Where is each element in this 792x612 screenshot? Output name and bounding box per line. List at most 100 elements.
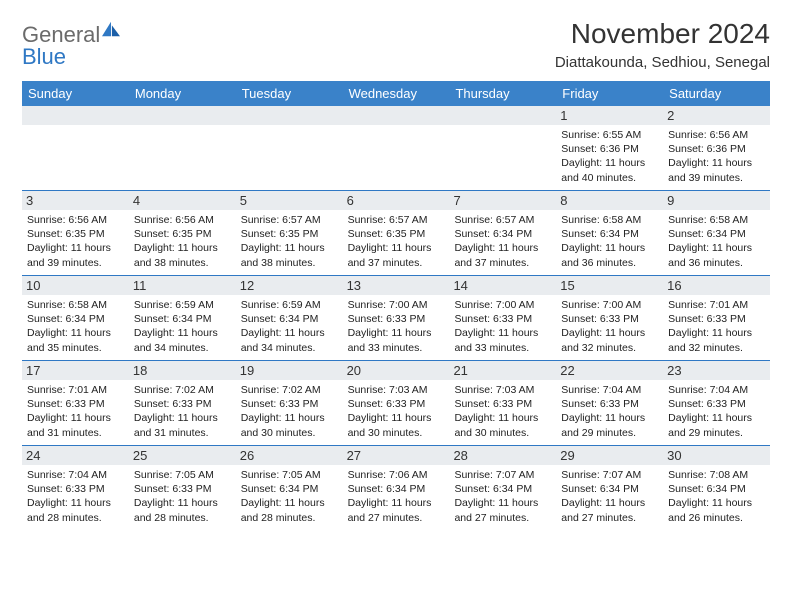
daylight-line: Daylight: 11 hours and 38 minutes.: [241, 241, 338, 269]
daylight-line: Daylight: 11 hours and 39 minutes.: [27, 241, 124, 269]
day-info: Sunrise: 6:58 AMSunset: 6:34 PMDaylight:…: [561, 213, 658, 270]
calendar-page: GeneralBlue November 2024 Diattakounda, …: [0, 0, 792, 530]
sunset-line: Sunset: 6:33 PM: [668, 397, 765, 411]
sunset-line: Sunset: 6:33 PM: [27, 397, 124, 411]
day-info: Sunrise: 6:57 AMSunset: 6:35 PMDaylight:…: [348, 213, 445, 270]
day-cell: 3Sunrise: 6:56 AMSunset: 6:35 PMDaylight…: [22, 191, 129, 275]
day-cell: 5Sunrise: 6:57 AMSunset: 6:35 PMDaylight…: [236, 191, 343, 275]
date-number: 28: [449, 446, 556, 465]
day-info: Sunrise: 7:04 AMSunset: 6:33 PMDaylight:…: [27, 468, 124, 525]
day-info: Sunrise: 7:04 AMSunset: 6:33 PMDaylight:…: [668, 383, 765, 440]
day-header: Wednesday: [343, 81, 450, 106]
date-number: 23: [663, 361, 770, 380]
daylight-line: Daylight: 11 hours and 33 minutes.: [348, 326, 445, 354]
day-cell: 23 Sunrise: 7:04 AMSunset: 6:33 PMDayligh…: [663, 361, 770, 445]
sunrise-line: Sunrise: 6:58 AM: [27, 298, 124, 312]
sunrise-line: Sunrise: 7:03 AM: [348, 383, 445, 397]
date-number: 10: [22, 276, 129, 295]
date-number: 11: [129, 276, 236, 295]
location: Diattakounda, Sedhiou, Senegal: [555, 54, 770, 71]
sunrise-line: Sunrise: 7:04 AM: [27, 468, 124, 482]
sunset-line: Sunset: 6:33 PM: [348, 312, 445, 326]
day-info: Sunrise: 6:56 AMSunset: 6:36 PMDaylight:…: [668, 128, 765, 185]
sunrise-line: Sunrise: 6:58 AM: [561, 213, 658, 227]
date-number: 6: [343, 191, 450, 210]
sunrise-line: Sunrise: 7:00 AM: [561, 298, 658, 312]
day-header: Saturday: [663, 81, 770, 106]
sunrise-line: Sunrise: 7:04 AM: [561, 383, 658, 397]
date-number: 27: [343, 446, 450, 465]
day-header: Friday: [556, 81, 663, 106]
sunset-line: Sunset: 6:33 PM: [241, 397, 338, 411]
day-info: Sunrise: 6:59 AMSunset: 6:34 PMDaylight:…: [134, 298, 231, 355]
day-cell: 28 Sunrise: 7:07 AMSunset: 6:34 PMDayligh…: [449, 446, 556, 530]
sunrise-line: Sunrise: 6:56 AM: [134, 213, 231, 227]
week-row: 1Sunrise: 6:55 AMSunset: 6:36 PMDaylight…: [22, 106, 770, 190]
header: GeneralBlue November 2024 Diattakounda, …: [22, 18, 770, 71]
day-cell: 30Sunrise: 7:08 AMSunset: 6:34 PMDayligh…: [663, 446, 770, 530]
sunset-line: Sunset: 6:35 PM: [241, 227, 338, 241]
daylight-line: Daylight: 11 hours and 27 minutes.: [561, 496, 658, 524]
day-info: Sunrise: 7:05 AMSunset: 6:34 PMDaylight:…: [241, 468, 338, 525]
day-cell: 1Sunrise: 6:55 AMSunset: 6:36 PMDaylight…: [556, 106, 663, 190]
date-number: 19: [236, 361, 343, 380]
sunset-line: Sunset: 6:33 PM: [668, 312, 765, 326]
sunset-line: Sunset: 6:33 PM: [454, 397, 551, 411]
date-number: 16: [663, 276, 770, 295]
sunrise-line: Sunrise: 6:59 AM: [241, 298, 338, 312]
daylight-line: Daylight: 11 hours and 38 minutes.: [134, 241, 231, 269]
daylight-line: Daylight: 11 hours and 29 minutes.: [561, 411, 658, 439]
sunset-line: Sunset: 6:33 PM: [134, 397, 231, 411]
day-header: Monday: [129, 81, 236, 106]
sunset-line: Sunset: 6:35 PM: [348, 227, 445, 241]
sail-icon: [100, 20, 122, 38]
date-number: 21: [449, 361, 556, 380]
sunrise-line: Sunrise: 6:57 AM: [454, 213, 551, 227]
date-number: 29: [556, 446, 663, 465]
daylight-line: Daylight: 11 hours and 30 minutes.: [241, 411, 338, 439]
daylight-line: Daylight: 11 hours and 36 minutes.: [561, 241, 658, 269]
empty-date-bar: [236, 106, 343, 125]
day-cell: 20Sunrise: 7:03 AMSunset: 6:33 PMDayligh…: [343, 361, 450, 445]
day-info: Sunrise: 7:00 AMSunset: 6:33 PMDaylight:…: [454, 298, 551, 355]
day-cell: 12Sunrise: 6:59 AMSunset: 6:34 PMDayligh…: [236, 276, 343, 360]
day-cell: 15Sunrise: 7:00 AMSunset: 6:33 PMDayligh…: [556, 276, 663, 360]
sunset-line: Sunset: 6:33 PM: [134, 482, 231, 496]
sunset-line: Sunset: 6:33 PM: [561, 397, 658, 411]
week-row: 17Sunrise: 7:01 AMSunset: 6:33 PMDayligh…: [22, 360, 770, 445]
sunset-line: Sunset: 6:33 PM: [454, 312, 551, 326]
day-info: Sunrise: 7:04 AMSunset: 6:33 PMDaylight:…: [561, 383, 658, 440]
date-number: 22: [556, 361, 663, 380]
date-number: 14: [449, 276, 556, 295]
daylight-line: Daylight: 11 hours and 35 minutes.: [27, 326, 124, 354]
day-cell: 9Sunrise: 6:58 AMSunset: 6:34 PMDaylight…: [663, 191, 770, 275]
sunrise-line: Sunrise: 7:06 AM: [348, 468, 445, 482]
week-row: 24Sunrise: 7:04 AMSunset: 6:33 PMDayligh…: [22, 445, 770, 530]
daylight-line: Daylight: 11 hours and 31 minutes.: [27, 411, 124, 439]
day-cell: 11 Sunrise: 6:59 AMSunset: 6:34 PMDayligh…: [129, 276, 236, 360]
sunrise-line: Sunrise: 7:08 AM: [668, 468, 765, 482]
day-cell: 18Sunrise: 7:02 AMSunset: 6:33 PMDayligh…: [129, 361, 236, 445]
day-header: Thursday: [449, 81, 556, 106]
sunset-line: Sunset: 6:35 PM: [27, 227, 124, 241]
daylight-line: Daylight: 11 hours and 28 minutes.: [134, 496, 231, 524]
sunrise-line: Sunrise: 6:56 AM: [27, 213, 124, 227]
sunrise-line: Sunrise: 7:05 AM: [134, 468, 231, 482]
sunrise-line: Sunrise: 7:07 AM: [561, 468, 658, 482]
day-cell: 17Sunrise: 7:01 AMSunset: 6:33 PMDayligh…: [22, 361, 129, 445]
day-cell: 25Sunrise: 7:05 AMSunset: 6:33 PMDayligh…: [129, 446, 236, 530]
empty-date-bar: [129, 106, 236, 125]
sunset-line: Sunset: 6:34 PM: [668, 227, 765, 241]
sunset-line: Sunset: 6:34 PM: [134, 312, 231, 326]
date-number: 13: [343, 276, 450, 295]
date-number: 7: [449, 191, 556, 210]
daylight-line: Daylight: 11 hours and 37 minutes.: [348, 241, 445, 269]
day-info: Sunrise: 7:07 AMSunset: 6:34 PMDaylight:…: [454, 468, 551, 525]
sunrise-line: Sunrise: 7:04 AM: [668, 383, 765, 397]
daylight-line: Daylight: 11 hours and 34 minutes.: [134, 326, 231, 354]
date-number: 15: [556, 276, 663, 295]
daylight-line: Daylight: 11 hours and 27 minutes.: [454, 496, 551, 524]
daylight-line: Daylight: 11 hours and 27 minutes.: [348, 496, 445, 524]
daylight-line: Daylight: 11 hours and 31 minutes.: [134, 411, 231, 439]
day-info: Sunrise: 7:07 AMSunset: 6:34 PMDaylight:…: [561, 468, 658, 525]
